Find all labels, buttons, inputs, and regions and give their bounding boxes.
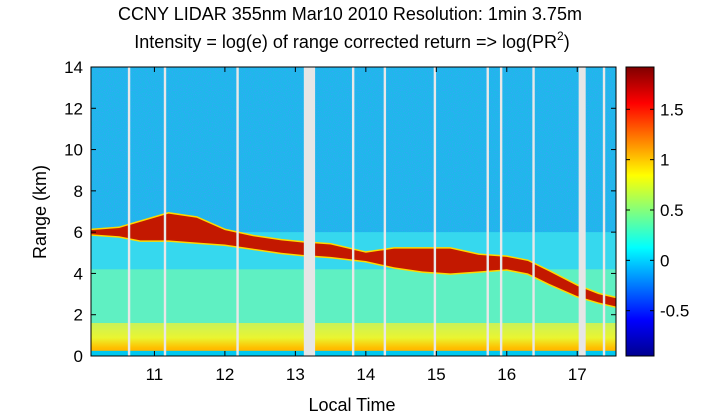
x-tick-label-11: 11 xyxy=(146,365,164,384)
cb-tick-label-0: -0.5 xyxy=(660,302,689,321)
subtitle-suffix: ) xyxy=(564,32,570,52)
dropout-line-8 xyxy=(532,67,535,356)
y-tick-label-6: 6 xyxy=(74,223,83,242)
plot-area xyxy=(91,67,616,356)
cb-tick-label-4: 1.5 xyxy=(660,100,684,119)
x-axis: 11 12 13 14 15 16 17 xyxy=(146,67,587,384)
y-axis: 0 2 4 6 8 10 12 14 xyxy=(64,58,616,366)
y-tick-label-8: 8 xyxy=(74,182,83,201)
y-tick-label-4: 4 xyxy=(74,264,83,283)
x-tick-label-12: 12 xyxy=(215,365,234,384)
y-tick-label-0: 0 xyxy=(74,347,83,366)
dropout-line-4 xyxy=(383,67,387,356)
subtitle-superscript: 2 xyxy=(557,29,564,43)
chart-subtitle: Intensity = log(e) of range corrected re… xyxy=(134,29,569,52)
subtitle-prefix: Intensity = log(e) of range corrected re… xyxy=(134,32,557,52)
y-tick-label-10: 10 xyxy=(64,141,83,160)
dropout-line-3 xyxy=(351,67,355,356)
x-tick-label-15: 15 xyxy=(427,365,446,384)
chart-title: CCNY LIDAR 355nm Mar10 2010 Resolution: … xyxy=(118,4,582,24)
colorbar xyxy=(625,66,655,357)
colorbar-axis: -0.5 0 0.5 1 1.5 xyxy=(626,100,689,321)
x-tick-label-13: 13 xyxy=(286,365,305,384)
dropout-line-6 xyxy=(486,67,489,356)
y-tick-label-12: 12 xyxy=(64,99,83,118)
cb-tick-label-3: 1 xyxy=(660,151,669,170)
data-gap-1 xyxy=(578,67,586,356)
dropout-line-1 xyxy=(163,67,167,356)
y-tick-label-2: 2 xyxy=(74,306,83,325)
y-axis-label: Range (km) xyxy=(30,165,50,259)
plot-frame xyxy=(90,66,617,357)
dropout-line-5 xyxy=(433,67,437,356)
x-tick-label-17: 17 xyxy=(568,365,587,384)
y-tick-label-14: 14 xyxy=(64,58,83,77)
dropout-line-7 xyxy=(499,67,503,356)
x-tick-label-14: 14 xyxy=(356,365,375,384)
dropout-line-2 xyxy=(236,67,239,356)
data-gap-0 xyxy=(303,67,316,356)
x-tick-label-16: 16 xyxy=(497,365,516,384)
x-axis-label: Local Time xyxy=(308,395,395,415)
cb-tick-label-2: 0.5 xyxy=(660,201,684,220)
dropout-line-9 xyxy=(602,67,606,356)
cb-tick-label-1: 0 xyxy=(660,251,669,270)
dropout-line-0 xyxy=(127,67,131,356)
cloud-layer xyxy=(91,213,616,307)
